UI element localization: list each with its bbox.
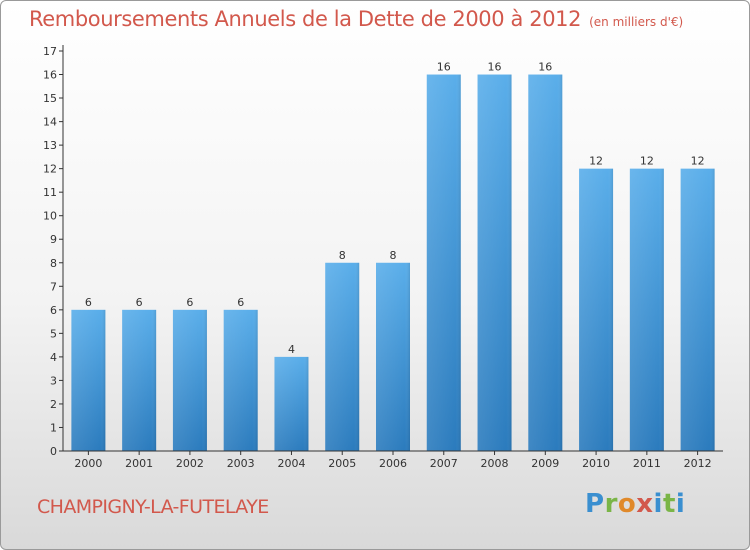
y-tick-label: 2 <box>50 398 57 411</box>
data-label: 16 <box>488 61 502 74</box>
chart-unit: (en milliers d'€) <box>589 15 684 29</box>
y-tick-label: 12 <box>43 163 57 176</box>
data-label: 6 <box>136 296 143 309</box>
y-tick-label: 1 <box>50 421 57 434</box>
logo-letter: i <box>653 489 663 519</box>
x-tick-label: 2006 <box>379 457 407 470</box>
bar-shade <box>477 74 512 451</box>
data-label: 12 <box>691 155 705 168</box>
y-tick-label: 7 <box>50 280 57 293</box>
logo-letter: i <box>675 489 686 519</box>
bar-shade <box>71 309 106 451</box>
y-tick-label: 3 <box>50 374 57 387</box>
y-tick-label: 10 <box>43 210 57 223</box>
x-tick-label: 2000 <box>74 457 102 470</box>
logo-letter: t <box>662 489 676 519</box>
x-tick-label: 2009 <box>531 457 559 470</box>
data-label: 8 <box>390 249 397 262</box>
bar-shade <box>376 262 410 451</box>
logo-letter: r <box>604 489 618 519</box>
data-label: 4 <box>288 343 295 356</box>
x-tick-label: 2008 <box>481 457 509 470</box>
x-tick-label: 2010 <box>582 457 610 470</box>
data-label: 12 <box>640 155 654 168</box>
x-tick-label: 2001 <box>125 457 153 470</box>
bar-shade <box>528 74 563 451</box>
x-tick-label: 2002 <box>176 457 204 470</box>
y-tick-label: 9 <box>50 233 57 246</box>
data-label: 6 <box>85 296 92 309</box>
logo-letter: x <box>636 489 654 519</box>
bar-shade <box>172 309 207 451</box>
x-tick-label: 2004 <box>277 457 305 470</box>
data-label: 6 <box>237 296 244 309</box>
logo-letter: P <box>585 489 605 519</box>
x-tick-label: 2005 <box>328 457 356 470</box>
y-tick-label: 4 <box>50 351 57 364</box>
y-tick-label: 15 <box>43 92 57 105</box>
bars: 6 6 6 6 4 8 8 16 16 16 12 12 12 <box>71 61 715 451</box>
bar-shade <box>274 356 309 451</box>
data-label: 16 <box>437 61 451 74</box>
y-tick-label: 6 <box>50 304 57 317</box>
x-tick-label: 2011 <box>633 457 661 470</box>
bar-shade <box>122 309 157 451</box>
commune-name: CHAMPIGNY-LA-FUTELAYE <box>37 496 269 518</box>
logo-letter: o <box>617 489 637 519</box>
proxiti-logo: Proxiti <box>585 489 685 519</box>
y-tick-label: 8 <box>50 257 57 270</box>
y-tick-label: 13 <box>43 139 57 152</box>
data-label: 12 <box>589 155 603 168</box>
y-tick-label: 11 <box>43 186 57 199</box>
data-label: 16 <box>538 61 552 74</box>
y-tick-label: 5 <box>50 327 57 340</box>
y-tick-label: 14 <box>43 116 57 129</box>
bar-shade <box>426 74 461 451</box>
chart-title-text: Remboursements Annuels de la Dette de 20… <box>29 7 582 31</box>
x-axis: 2000 2001 2002 2003 2004 2005 2006 2007 2008 2009… <box>63 450 723 470</box>
y-tick-label: 16 <box>43 69 57 82</box>
data-label: 6 <box>186 296 193 309</box>
data-label: 8 <box>339 249 346 262</box>
bar-shade <box>325 262 360 451</box>
x-tick-label: 2012 <box>684 457 712 470</box>
bar-shade <box>680 168 715 451</box>
bar-shade <box>579 168 614 451</box>
bar-shade <box>629 168 664 451</box>
x-tick-label: 2007 <box>430 457 458 470</box>
bar-shade <box>223 309 258 451</box>
x-tick-label: 2003 <box>227 457 255 470</box>
y-tick-label: 0 <box>50 445 57 458</box>
chart-title: Remboursements Annuels de la Dette de 20… <box>29 7 683 31</box>
y-tick-label: 17 <box>43 45 57 58</box>
